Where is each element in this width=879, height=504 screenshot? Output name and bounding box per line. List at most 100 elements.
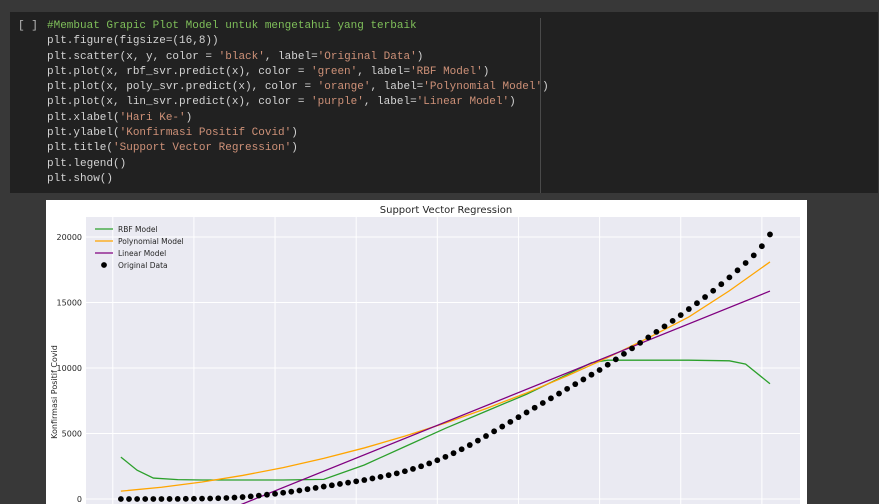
scatter-point	[580, 376, 587, 383]
scatter-point	[320, 483, 327, 490]
scatter-point	[288, 488, 295, 495]
scatter-point	[434, 457, 441, 464]
y-axis-label: Konfirmasi Positif Covid	[50, 345, 59, 439]
scatter-point	[645, 334, 652, 341]
code-line: plt.legend()	[47, 157, 127, 170]
scatter-point	[491, 428, 498, 435]
scatter-point	[523, 409, 530, 416]
scatter-point	[199, 495, 205, 502]
chart: RBF Model Polynomial Model Linear Model Ori…	[46, 200, 807, 504]
scatter-point	[410, 465, 416, 472]
scatter-point	[474, 437, 481, 444]
y-tick-label: 20000	[57, 233, 82, 242]
code-line: plt.xlabel('Hari Ke-')	[47, 111, 193, 124]
scatter-point	[531, 404, 538, 411]
scatter-point	[758, 243, 765, 250]
scatter-point	[369, 475, 376, 482]
scatter-point	[150, 496, 157, 502]
code-line: plt.plot(x, lin_svr.predict(x), color = …	[47, 96, 516, 109]
legend-label: Polynomial Model	[118, 237, 184, 246]
scatter-point	[507, 418, 514, 425]
scatter-point	[750, 252, 757, 259]
scatter-point	[669, 317, 676, 324]
chart-title: Support Vector Regression	[380, 205, 512, 216]
scatter-point	[677, 312, 684, 319]
scatter-point	[328, 482, 335, 489]
scatter-point	[117, 496, 124, 502]
run-button[interactable]: [ ]	[18, 20, 38, 32]
scatter-point	[134, 496, 141, 502]
line-series	[240, 290, 771, 504]
scatter-point	[223, 495, 230, 501]
scatter-point	[361, 477, 368, 483]
code-line: plt.figure(figsize=(16,8))	[47, 35, 219, 48]
scatter-point	[426, 460, 433, 467]
scatter-point	[458, 446, 465, 453]
scatter-point	[312, 484, 319, 491]
scatter-point	[207, 495, 214, 502]
code-editor[interactable]: #Membuat Grapic Plot Model untuk mengeta…	[47, 19, 549, 187]
y-tick-label: 10000	[57, 364, 82, 373]
code-line: plt.plot(x, rbf_svr.predict(x), color = …	[47, 65, 490, 78]
code-line: plt.plot(x, poly_svr.predict(x), color =…	[47, 81, 549, 94]
scatter-point	[255, 492, 262, 499]
scatter-point	[182, 495, 189, 502]
scatter-point	[499, 423, 506, 430]
scatter-point	[385, 472, 392, 479]
y-tick-label: 5000	[62, 430, 82, 439]
scatter-point	[734, 267, 741, 274]
scatter-point	[564, 385, 571, 392]
scatter-point	[718, 281, 725, 288]
code-line: plt.show()	[47, 172, 114, 185]
scatter-point	[710, 287, 717, 294]
code-line: plt.title('Support Vector Regression')	[47, 142, 298, 155]
y-tick-label: 15000	[57, 299, 82, 308]
scatter-point	[637, 339, 644, 346]
scatter-point	[304, 486, 311, 493]
scatter-point	[515, 414, 522, 421]
scatter-point	[653, 328, 660, 335]
scatter-point	[612, 356, 619, 363]
scatter-point	[174, 495, 181, 502]
code-line: plt.ylabel('Konfirmasi Positif Covid')	[47, 127, 298, 140]
scatter-point	[126, 496, 132, 502]
scatter-point	[337, 481, 343, 487]
scatter-point	[661, 323, 668, 330]
scatter-point	[247, 493, 254, 500]
code-line: #Membuat Grapic Plot Model untuk mengeta…	[47, 20, 417, 32]
scatter-point	[239, 494, 246, 500]
line-series	[120, 359, 771, 481]
scatter-point	[166, 496, 173, 502]
scatter-point	[726, 274, 733, 281]
scatter-point	[215, 495, 222, 502]
scatter-point	[572, 381, 579, 388]
divider	[540, 18, 541, 193]
scatter-point	[377, 473, 384, 480]
scatter-point	[685, 306, 692, 312]
scatter-point	[556, 390, 562, 397]
code-line: plt.scatter(x, y, color = 'black', label…	[47, 50, 424, 63]
scatter-point	[393, 470, 400, 477]
scatter-point	[604, 361, 611, 368]
scatter-point	[442, 453, 449, 460]
scatter-point	[272, 490, 278, 497]
scatter-point	[158, 496, 165, 502]
scatter-point	[694, 300, 700, 307]
scatter-point	[539, 400, 546, 406]
scatter-point	[353, 478, 360, 485]
legend-label: Linear Model	[118, 249, 166, 258]
scatter-point	[466, 442, 473, 448]
legend-label: Original Data	[118, 261, 168, 270]
scatter-point	[621, 350, 627, 357]
legend-label: RBF Model	[118, 225, 158, 234]
scatter-point	[596, 367, 603, 373]
scatter-point	[742, 260, 749, 266]
scatter-point	[231, 494, 238, 501]
scatter-point	[629, 345, 635, 352]
scatter-point	[588, 371, 595, 378]
scatter-point	[702, 294, 708, 300]
scatter-point	[191, 495, 197, 502]
y-tick-label: 0	[77, 495, 82, 504]
legend-marker	[101, 262, 107, 268]
